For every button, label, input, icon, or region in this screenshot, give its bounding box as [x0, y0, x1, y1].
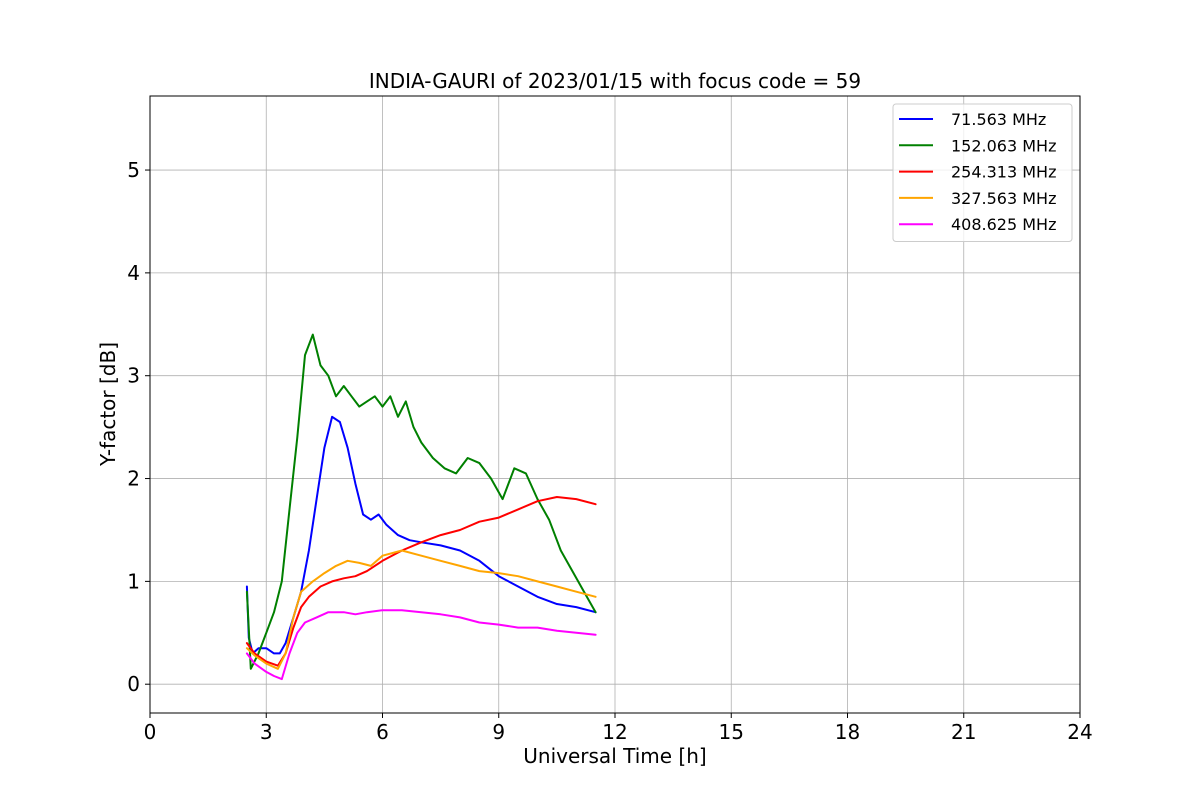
- x-axis-label: Universal Time [h]: [523, 744, 706, 768]
- x-tick-label: 15: [719, 720, 744, 744]
- legend-label-3: 327.563 MHz: [951, 189, 1056, 208]
- y-tick-label: 2: [127, 467, 140, 491]
- y-tick-label: 1: [127, 569, 140, 593]
- y-tick-label: 5: [127, 158, 140, 182]
- y-tick-label: 4: [127, 261, 140, 285]
- legend-label-1: 152.063 MHz: [951, 136, 1056, 155]
- series-line-4: [245, 609, 597, 681]
- x-tick-label: 12: [602, 720, 627, 744]
- legend-label-4: 408.625 MHz: [951, 215, 1056, 234]
- x-tick-label: 3: [260, 720, 273, 744]
- legend-label-2: 254.313 MHz: [951, 163, 1056, 182]
- x-tick-label: 0: [144, 720, 157, 744]
- series-group: [245, 333, 597, 681]
- legend-box: [892, 103, 1073, 242]
- y-axis-label: Y-factor [dB]: [96, 342, 120, 467]
- x-tick-label: 24: [1067, 720, 1092, 744]
- x-tick-label: 21: [951, 720, 976, 744]
- y-tick-label: 0: [127, 672, 140, 696]
- x-tick-label: 6: [376, 720, 389, 744]
- x-tick-label: 9: [492, 720, 505, 744]
- chart-title: INDIA-GAURI of 2023/01/15 with focus cod…: [369, 69, 861, 93]
- legend-label-0: 71.563 MHz: [951, 110, 1046, 129]
- legend: 71.563 MHz 152.063 MHz 254.313 MHz 327.563 …: [892, 103, 1073, 242]
- y-tick-label: 3: [127, 364, 140, 388]
- x-tick-label: 18: [835, 720, 860, 744]
- series-line-1: [245, 333, 597, 670]
- series-line-0: [245, 415, 597, 655]
- series-line-3: [245, 549, 597, 670]
